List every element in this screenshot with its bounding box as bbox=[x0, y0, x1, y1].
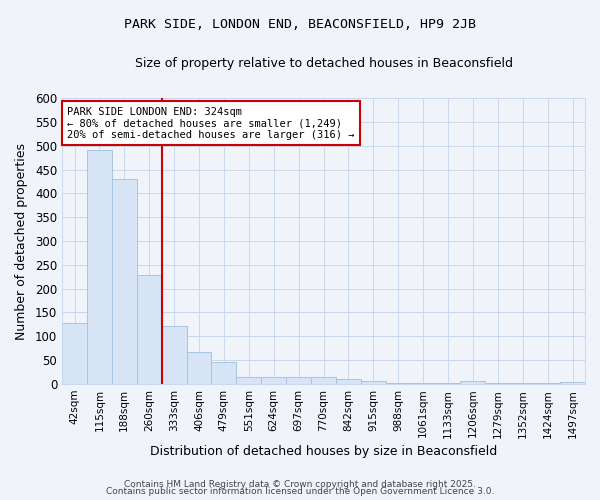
Y-axis label: Number of detached properties: Number of detached properties bbox=[15, 142, 28, 340]
Bar bbox=[386, 382, 410, 384]
Bar bbox=[137, 276, 161, 384]
Bar bbox=[460, 381, 485, 384]
Bar bbox=[261, 378, 286, 384]
Bar bbox=[560, 382, 585, 384]
Bar bbox=[62, 323, 87, 384]
Bar bbox=[410, 382, 436, 384]
Bar bbox=[336, 379, 361, 384]
Text: PARK SIDE LONDON END: 324sqm
← 80% of detached houses are smaller (1,249)
20% of: PARK SIDE LONDON END: 324sqm ← 80% of de… bbox=[67, 106, 355, 140]
X-axis label: Distribution of detached houses by size in Beaconsfield: Distribution of detached houses by size … bbox=[150, 444, 497, 458]
Text: Contains public sector information licensed under the Open Government Licence 3.: Contains public sector information licen… bbox=[106, 487, 494, 496]
Bar bbox=[87, 150, 112, 384]
Bar bbox=[361, 381, 386, 384]
Title: Size of property relative to detached houses in Beaconsfield: Size of property relative to detached ho… bbox=[134, 58, 512, 70]
Text: PARK SIDE, LONDON END, BEACONSFIELD, HP9 2JB: PARK SIDE, LONDON END, BEACONSFIELD, HP9… bbox=[124, 18, 476, 30]
Bar bbox=[112, 179, 137, 384]
Bar bbox=[236, 378, 261, 384]
Bar bbox=[436, 382, 460, 384]
Text: Contains HM Land Registry data © Crown copyright and database right 2025.: Contains HM Land Registry data © Crown c… bbox=[124, 480, 476, 489]
Bar bbox=[187, 352, 211, 384]
Bar bbox=[211, 362, 236, 384]
Bar bbox=[311, 378, 336, 384]
Bar bbox=[286, 378, 311, 384]
Bar bbox=[161, 326, 187, 384]
